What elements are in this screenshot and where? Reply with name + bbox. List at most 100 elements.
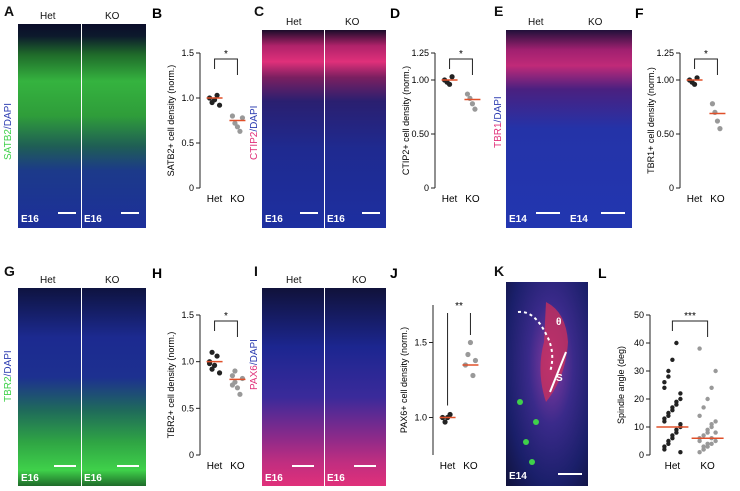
image-divider [81, 288, 82, 486]
data-point [239, 115, 246, 121]
stage-label: E16 [327, 214, 345, 225]
data-point [234, 385, 241, 391]
data-point [701, 405, 706, 410]
significance-bracket [449, 58, 473, 75]
scale-bar [354, 465, 376, 467]
data-point [678, 422, 683, 427]
chart-l: L 0 10 20 30 40 50 Spindle angle (deg) Het KO *** [598, 265, 724, 472]
data-point [670, 357, 675, 362]
image-divider [81, 24, 82, 228]
significance-bracket [694, 58, 718, 75]
spindle-annotation [517, 302, 582, 475]
panel-letter-l: L [598, 265, 607, 281]
data-point [467, 339, 474, 346]
y-tick-label: 1.0 [414, 413, 427, 423]
data-point [449, 74, 455, 80]
y-tick-label: 0.5 [181, 403, 194, 413]
panel-letter-j: J [390, 265, 398, 281]
stage-label: E16 [84, 214, 102, 225]
data-point [214, 92, 220, 98]
data-point [464, 91, 471, 97]
condition-het-label: Het [286, 17, 302, 28]
data-point [713, 368, 718, 374]
data-point [446, 81, 453, 87]
scale-bar [117, 465, 139, 467]
y-tick-label: 30 [634, 366, 644, 376]
data-point [472, 106, 478, 112]
pax6-image: E16 E16 [262, 288, 386, 486]
y-tick-label: 40 [634, 338, 644, 348]
data-point [666, 374, 671, 379]
data-point [216, 370, 223, 376]
condition-het-label: Het [528, 17, 544, 28]
condition-ko-label: KO [352, 275, 367, 286]
y-tick-label: 0.50 [411, 129, 429, 139]
x-category-label: KO [700, 461, 715, 472]
y-tick-label: 1.25 [656, 48, 674, 58]
y-tick-label: 0 [189, 183, 194, 193]
condition-ko-label: KO [345, 17, 360, 28]
stage-label: E14 [509, 471, 527, 482]
chart-b: B 0 0.5 1.0 1.5 SATB2+ cell density (norm.) He… [152, 5, 246, 205]
data-point [465, 351, 471, 358]
y-tick-label: 1.5 [181, 48, 194, 58]
panel-letter-b: B [152, 5, 162, 21]
x-category-label: KO [465, 194, 480, 205]
data-point [670, 405, 675, 410]
data-point [691, 81, 698, 87]
y-axis-label: TBR1+ cell density (norm.) [646, 67, 656, 174]
condition-het-label: Het [40, 275, 56, 286]
significance-label: *** [684, 311, 696, 322]
data-point [662, 380, 667, 385]
data-point [447, 411, 453, 418]
tbr1-image: E14 E14 [506, 30, 632, 228]
y-tick-label: 0.50 [656, 129, 674, 139]
stage-label: E14 [509, 214, 527, 225]
stage-label: E16 [84, 473, 102, 484]
data-point [674, 399, 679, 404]
data-point [713, 419, 718, 424]
data-point [701, 433, 706, 438]
data-point [709, 101, 716, 107]
data-point [237, 391, 243, 397]
stage-label: E16 [21, 214, 39, 225]
significance-label: * [704, 49, 708, 60]
stage-label: E16 [265, 473, 283, 484]
tbr2-image: E16 E16 [18, 288, 146, 486]
data-point [678, 391, 683, 396]
data-point [662, 416, 667, 421]
x-category-label: Het [440, 461, 456, 472]
x-category-label: Het [207, 461, 223, 472]
chart-h: H 0 0.5 1.0 1.5 TBR2+ cell density (norm.) Het… [152, 265, 246, 472]
condition-het-label: Het [286, 275, 302, 286]
significance-label: * [224, 311, 228, 322]
data-point [678, 450, 683, 455]
y-tick-label: 0.5 [181, 138, 194, 148]
x-category-label: Het [687, 194, 703, 205]
scale-bar [300, 212, 318, 214]
condition-ko-label: KO [105, 11, 120, 22]
data-point [713, 430, 718, 435]
data-point [709, 441, 714, 446]
y-tick-label: 1.00 [656, 75, 674, 85]
x-category-label: KO [230, 461, 245, 472]
y-tick-label: 50 [634, 310, 644, 320]
data-point [239, 375, 246, 382]
spindle-image: θ S E14 [506, 282, 588, 486]
panel-letter-k: K [494, 263, 505, 279]
y-axis-label: SATB2+ cell density (norm.) [166, 65, 176, 177]
data-point [705, 396, 710, 402]
y-tick-label: 0 [639, 450, 644, 460]
data-point [714, 118, 721, 124]
panel-letter-e: E [494, 3, 504, 19]
scale-bar [54, 465, 76, 467]
data-point [709, 422, 714, 427]
scale-bar [292, 465, 314, 467]
y-axis-label: TBR2+ cell density (norm.) [166, 332, 176, 439]
scale-bar [58, 212, 76, 214]
data-point [232, 368, 238, 374]
y-tick-label: 10 [634, 422, 644, 432]
